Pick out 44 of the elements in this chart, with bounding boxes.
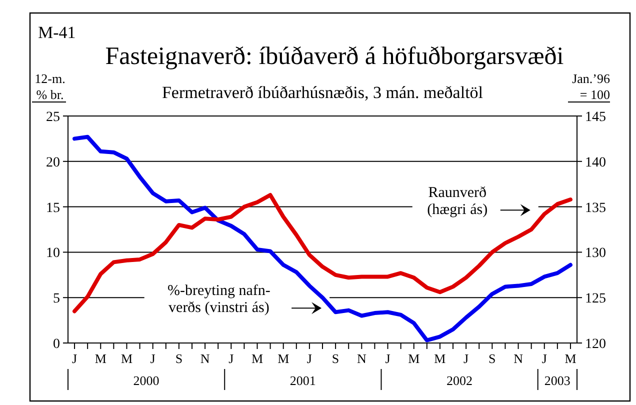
x-tick-label: M xyxy=(120,351,133,366)
x-tick-label: J xyxy=(150,351,156,366)
y2-tick-label: 140 xyxy=(585,155,606,170)
x-tick-label: N xyxy=(356,351,367,366)
y-tick-label: 25 xyxy=(46,110,60,125)
y-tick-label: 15 xyxy=(46,200,60,216)
y-tick-label: 10 xyxy=(46,246,60,262)
x-tick-label: M xyxy=(434,351,446,366)
text: 2001 xyxy=(290,373,316,388)
text: 2003 xyxy=(544,373,570,388)
y2-tick-label: 135 xyxy=(585,200,606,216)
y2-tick-label: 120 xyxy=(585,337,606,352)
x-tick-label: J xyxy=(228,351,234,366)
x-tick-label: J xyxy=(72,351,78,366)
text: Raunverð (hægri ás) xyxy=(427,185,488,218)
x-tick-label: S xyxy=(488,351,496,366)
line-series xyxy=(72,134,572,342)
x-tick-label: S xyxy=(175,351,183,366)
y-tick-label: 5 xyxy=(53,292,60,307)
x-tick-label: M xyxy=(94,351,107,366)
x-tick-label: S xyxy=(332,351,340,366)
x-tick-label: J xyxy=(464,351,469,366)
text: 2000 xyxy=(133,373,160,388)
chart-title: Fasteignaverð: íbúðaverð á höfuðborgarsvæði xyxy=(105,43,564,70)
x-tick-label: M xyxy=(408,351,420,366)
x-tick-label: J xyxy=(542,351,547,366)
text: M-41 xyxy=(38,23,76,42)
y-axis-title: 12-m. % br. xyxy=(34,71,66,102)
y-tick-label: 20 xyxy=(46,155,60,170)
x-tick-label: J xyxy=(306,351,312,366)
y2-axis-title: Jan.’96 = 100 xyxy=(572,71,610,102)
series-label: %-breyting nafn- verðs (vinstri ás) xyxy=(168,283,270,316)
text: 2002 xyxy=(446,373,473,388)
y-tick-label: 0 xyxy=(53,337,60,352)
x-tick-label: M xyxy=(251,351,264,366)
x-tick-label: M xyxy=(278,351,290,366)
y2-tick-label: 125 xyxy=(585,292,606,307)
y2-tick-label: 130 xyxy=(585,246,606,262)
chart-subtitle: Fermetraverð íbúðarhúsnæðis, 3 mán. meðaltöl xyxy=(162,83,484,102)
x-tick-label: M xyxy=(564,351,577,366)
y2-tick-label: 145 xyxy=(585,110,606,125)
x-tick-label: N xyxy=(200,351,210,366)
x-tick-label: J xyxy=(385,351,390,366)
x-tick-label: N xyxy=(514,351,524,366)
